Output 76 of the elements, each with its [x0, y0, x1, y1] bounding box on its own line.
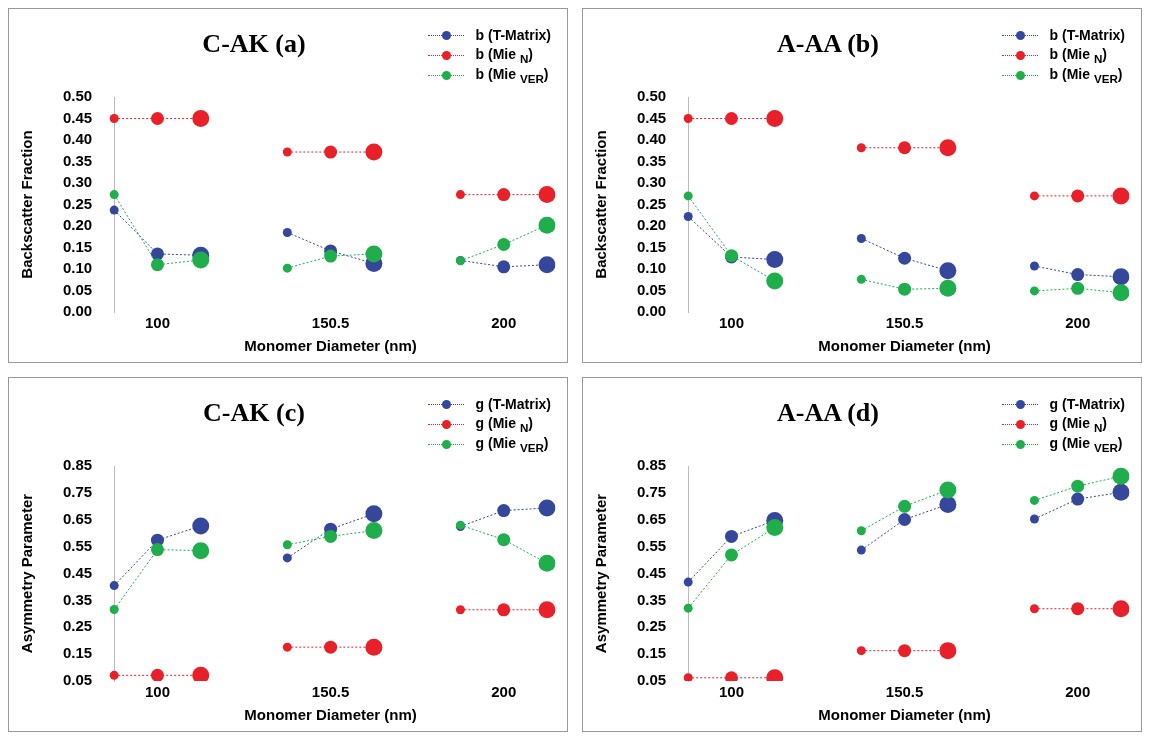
x-tick-label: 100: [718, 314, 744, 332]
y-tick-label: 0.45: [636, 108, 667, 126]
legend-label: b (Mie $_{N}$): [475, 45, 533, 65]
x-tick-label: 100: [718, 683, 744, 701]
x-axis-title: Monomer Diameter (nm): [244, 706, 417, 724]
x-tick-label: 150.5: [311, 683, 350, 701]
y-tick-label: 0.35: [62, 590, 93, 608]
y-tick-label: 0.55: [62, 536, 93, 554]
y-tick-label: 0.45: [636, 563, 667, 581]
y-axis-title: Asymmetry Parameter: [18, 493, 36, 654]
y-tick-label: 0.05: [62, 671, 93, 689]
legend-label: b (Mie $_{VER}$): [1049, 65, 1123, 85]
chart-title: A-AA (b): [776, 29, 880, 59]
y-tick-label: 0.50: [62, 87, 93, 105]
y-tick-label: 0.50: [636, 87, 667, 105]
legend-label: g (Mie $_{VER}$): [475, 434, 549, 454]
y-tick-label: 0.45: [62, 108, 93, 126]
chart-title: A-AA (d): [776, 398, 880, 428]
y-tick-label: 0.45: [62, 563, 93, 581]
x-axis-title: Monomer Diameter (nm): [818, 706, 991, 724]
chart-title: C-AK (a): [201, 29, 307, 59]
y-tick-label: 0.25: [636, 194, 667, 212]
y-tick-label: 0.05: [62, 280, 93, 298]
y-tick-label: 0.40: [636, 130, 667, 148]
y-axis-title: Backscatter Fraction: [18, 130, 36, 279]
x-tick-label: 100: [144, 314, 170, 332]
y-tick-label: 0.65: [62, 509, 93, 527]
x-tick-label: 200: [1065, 314, 1091, 332]
y-tick-label: 0.40: [62, 130, 93, 148]
y-tick-label: 0.15: [636, 237, 667, 255]
x-tick-label: 200: [1065, 683, 1091, 701]
y-tick-label: 0.35: [62, 151, 93, 169]
x-tick-label: 150.5: [885, 683, 924, 701]
x-tick-label: 100: [144, 683, 170, 701]
y-axis-title: Backscatter Fraction: [592, 130, 610, 279]
y-tick-label: 0.55: [636, 536, 667, 554]
legend-label: g (Mie $_{N}$): [1049, 414, 1107, 434]
y-tick-label: 0.15: [636, 644, 667, 662]
legend-label: b (Mie $_{N}$): [1049, 45, 1107, 65]
x-axis-title: Monomer Diameter (nm): [818, 337, 991, 355]
chart-title: C-AK (c): [202, 398, 306, 428]
y-tick-label: 0.35: [636, 590, 667, 608]
legend-label: g (Mie $_{VER}$): [1049, 434, 1123, 454]
y-tick-label: 0.15: [62, 237, 93, 255]
y-tick-label: 0.30: [62, 173, 93, 191]
y-tick-label: 0.35: [636, 151, 667, 169]
y-tick-label: 0.10: [636, 259, 667, 277]
y-tick-label: 0.15: [62, 644, 93, 662]
y-tick-label: 0.25: [62, 617, 93, 635]
legend-label: g (Mie $_{N}$): [475, 414, 533, 434]
legend-label: b (T-Matrix): [475, 27, 551, 43]
x-tick-label: 150.5: [885, 314, 924, 332]
y-tick-label: 0.85: [636, 456, 667, 474]
y-tick-label: 0.75: [636, 483, 667, 501]
y-tick-label: 0.05: [636, 671, 667, 689]
y-tick-label: 0.20: [62, 216, 93, 234]
y-tick-label: 0.25: [636, 617, 667, 635]
y-tick-label: 0.85: [62, 456, 93, 474]
y-tick-label: 0.65: [636, 509, 667, 527]
x-axis-title: Monomer Diameter (nm): [244, 337, 417, 355]
y-tick-label: 0.05: [636, 280, 667, 298]
legend-label: b (Mie $_{VER}$): [475, 65, 549, 85]
y-tick-label: 0.20: [636, 216, 667, 234]
legend-label: b (T-Matrix): [1049, 27, 1125, 43]
y-tick-label: 0.75: [62, 483, 93, 501]
y-tick-label: 0.00: [62, 302, 93, 320]
x-tick-label: 150.5: [311, 314, 350, 332]
legend-label: g (T-Matrix): [1049, 396, 1125, 412]
legend-label: g (T-Matrix): [475, 396, 551, 412]
x-tick-label: 200: [491, 683, 517, 701]
y-tick-label: 0.10: [62, 259, 93, 277]
x-tick-label: 200: [491, 314, 517, 332]
y-tick-label: 0.00: [636, 302, 667, 320]
y-axis-title: Asymmetry Parameter: [592, 493, 610, 654]
y-tick-label: 0.30: [636, 173, 667, 191]
y-tick-label: 0.25: [62, 194, 93, 212]
